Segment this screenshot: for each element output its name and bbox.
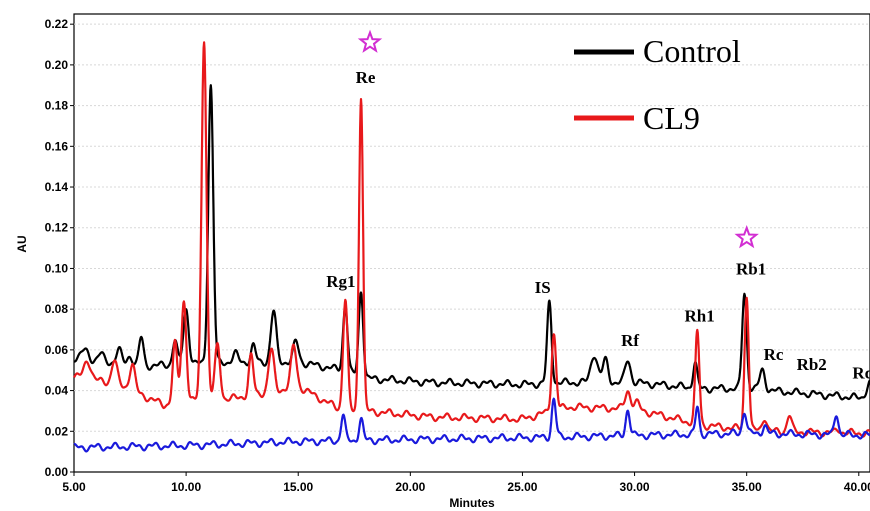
y-tick-label: 0.04: [45, 384, 69, 398]
series-layer: [73, 41, 870, 453]
y-tick-label: 0.00: [45, 465, 69, 479]
legend-label-control: Control: [643, 33, 741, 69]
plot-area-border: [73, 13, 870, 473]
x-tick-label: 25.00: [507, 480, 537, 494]
y-tick-label: 0.06: [45, 343, 69, 357]
x-tick-label: 10.00: [171, 480, 201, 494]
series-line-control: [73, 84, 870, 401]
y-tick-label: 0.12: [45, 221, 69, 235]
series-line-cl9: [73, 41, 870, 438]
star-marker: [734, 225, 759, 249]
y-tick-label: 0.18: [45, 99, 69, 113]
y-axis: 0.00 0.02 0.04 0.06 0.08 0.10 0.12 0.14 0.16 0.18…: [45, 17, 74, 479]
series-line-blue: [73, 397, 870, 453]
x-tick-label: 35.00: [732, 480, 762, 494]
peak-label: Rg1: [326, 272, 355, 291]
peak-label: Rh1: [684, 306, 714, 325]
y-tick-label: 0.16: [45, 139, 69, 153]
x-tick-label: 30.00: [620, 480, 650, 494]
y-tick-label: 0.10: [45, 261, 69, 275]
x-tick-label: 40.00: [844, 480, 870, 494]
peak-label: Rc: [764, 345, 784, 364]
x-axis: 5.00 10.00 15.00 20.00 25.00 30.00 35.00 40.00: [62, 472, 870, 494]
annotation-layer: Re Rg1 IS Rf Rh1 Rb1 Rc Rb2 Rd: [326, 68, 870, 382]
peak-label: Rd: [852, 363, 870, 382]
gridlines: [74, 23, 870, 432]
peak-label: Rb2: [797, 355, 827, 374]
marker-layer: [357, 29, 759, 249]
peak-label: Re: [356, 68, 376, 87]
y-tick-label: 0.22: [45, 17, 69, 31]
legend: Control CL9: [574, 33, 741, 136]
legend-label-cl9: CL9: [643, 100, 700, 136]
star-marker: [357, 29, 383, 53]
x-tick-label: 20.00: [395, 480, 425, 494]
peak-label: IS: [535, 278, 551, 297]
y-tick-label: 0.20: [45, 58, 69, 72]
x-axis-title: Minutes: [449, 496, 495, 510]
peak-label: Rf: [621, 331, 639, 350]
x-tick-label: 5.00: [62, 480, 86, 494]
y-axis-title: AU: [15, 235, 29, 252]
y-tick-label: 0.08: [45, 302, 69, 316]
y-tick-label: 0.02: [45, 424, 69, 438]
x-tick-label: 15.00: [283, 480, 313, 494]
peak-label: Rb1: [736, 260, 766, 279]
y-tick-label: 0.14: [45, 180, 69, 194]
